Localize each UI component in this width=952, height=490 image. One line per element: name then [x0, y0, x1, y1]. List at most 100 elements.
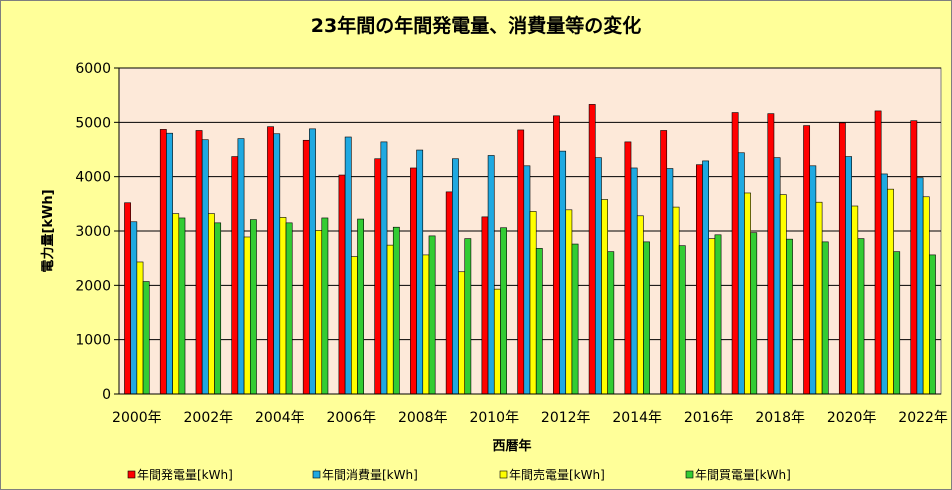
- bar-series-4: [857, 238, 865, 395]
- x-tick-label: 2012年: [541, 410, 591, 426]
- y-tick-label: 5000: [75, 115, 111, 131]
- legend-label: 年間消費量[kWh]: [322, 467, 418, 482]
- bar-series-2: [130, 221, 138, 395]
- chart-title: 23年間の年間発電量、消費量等の変化: [311, 14, 641, 37]
- bar-series-3: [744, 192, 751, 395]
- bar-series-3: [708, 238, 716, 395]
- bar-series-2: [594, 157, 602, 395]
- x-tick-label: 2008年: [398, 410, 448, 426]
- bar-series-4: [321, 217, 329, 395]
- bar-series-4: [142, 281, 150, 395]
- bar-series-3: [779, 194, 787, 395]
- bar-series-4: [357, 218, 364, 395]
- bar-series-1: [660, 130, 668, 395]
- bar-series-1: [195, 130, 203, 395]
- y-tick-labels: 0 1000 2000 3000 4000 5000 6000: [75, 61, 111, 403]
- bar-series-4: [714, 234, 722, 395]
- bar-series-2: [523, 165, 531, 395]
- bar-series-2: [201, 139, 209, 395]
- bar-series-1: [624, 141, 632, 395]
- y-tick-label: 0: [102, 387, 111, 403]
- bar-series-4: [786, 238, 793, 395]
- bar-series-1: [553, 115, 560, 395]
- bar-series-2: [880, 173, 888, 395]
- bar-series-2: [452, 158, 459, 395]
- bar-series-3: [493, 288, 501, 395]
- bar-series-1: [803, 125, 811, 395]
- bar-series-1: [410, 167, 417, 395]
- bar-series-3: [243, 236, 251, 395]
- bar-series-1: [481, 216, 489, 395]
- bar-series-4: [535, 248, 543, 395]
- bar-series-4: [214, 222, 222, 395]
- y-tick-label: 2000: [75, 278, 111, 294]
- bar-series-2: [702, 160, 709, 395]
- bar-series-4: [500, 227, 507, 395]
- bar-series-1: [231, 156, 239, 395]
- x-tick-labels: 2000年 2002年 2004年 2006年 2008年 2010年 2012年 2014年…: [112, 410, 948, 426]
- bar-series-2: [416, 149, 424, 395]
- bar-series-4: [893, 251, 901, 395]
- bar-series-4: [821, 241, 829, 395]
- bar-series-3: [136, 261, 144, 395]
- legend-label: 年間売電量[kWh]: [509, 467, 605, 482]
- bar-series-2: [666, 168, 674, 395]
- x-tick-label: 2006年: [326, 410, 376, 426]
- bar-series-3: [529, 211, 537, 395]
- bar-series-4: [464, 238, 472, 395]
- bar-series-4: [571, 243, 579, 395]
- bar-series-2: [344, 136, 352, 395]
- bars: [124, 104, 936, 395]
- bar-series-4: [392, 226, 400, 395]
- bar-series-3: [172, 213, 180, 395]
- x-tick-label: 2010年: [469, 410, 519, 426]
- bar-series-4: [178, 217, 186, 395]
- bar-series-3: [851, 205, 859, 395]
- bar-series-4: [929, 254, 936, 395]
- bar-series-2: [809, 165, 817, 395]
- bar-series-1: [124, 202, 131, 395]
- x-tick-label: 2018年: [755, 410, 805, 426]
- bar-series-2: [773, 157, 781, 395]
- bar-series-4: [428, 235, 436, 395]
- bar-series-3: [672, 206, 680, 395]
- bar-series-3: [279, 217, 287, 395]
- bar-series-1: [517, 129, 525, 395]
- bar-series-3: [601, 199, 608, 395]
- bar-series-3: [565, 209, 573, 395]
- bar-series-1: [445, 191, 453, 395]
- bar-series-2: [380, 141, 388, 395]
- bar-series-1: [159, 129, 167, 395]
- x-tick-label: 2020年: [827, 410, 877, 426]
- bar-series-2: [487, 155, 495, 395]
- y-tick-label: 1000: [75, 333, 111, 349]
- bar-series-4: [750, 232, 758, 395]
- bar-series-1: [267, 126, 274, 395]
- bar-series-3: [458, 271, 466, 395]
- bar-series-2: [237, 138, 245, 395]
- bar-series-4: [285, 222, 293, 395]
- legend: 年間発電量[kWh] 年間消費量[kWh] 年間売電量[kWh] 年間買電量[kWh]: [127, 467, 791, 482]
- bar-series-3: [315, 230, 323, 395]
- x-tick-label: 2002年: [184, 410, 234, 426]
- bar-series-2: [309, 128, 316, 395]
- bar-series-3: [386, 244, 394, 395]
- bar-series-1: [338, 174, 346, 395]
- y-tick-label: 4000: [75, 170, 111, 186]
- legend-swatch: [685, 470, 694, 479]
- bar-series-1: [374, 158, 382, 395]
- bar-series-1: [731, 112, 739, 395]
- y-tick-label: 3000: [75, 224, 111, 240]
- legend-label: 年間買電量[kWh]: [695, 468, 791, 482]
- bar-series-3: [922, 196, 930, 395]
- bar-series-4: [643, 241, 650, 395]
- bar-series-3: [815, 201, 823, 395]
- y-axis-title: 電力量[kWh]: [40, 189, 56, 272]
- bar-series-2: [916, 177, 924, 395]
- bar-series-4: [249, 219, 257, 395]
- bar-series-2: [166, 132, 173, 395]
- bar-series-1: [874, 110, 882, 395]
- bar-series-3: [636, 215, 644, 395]
